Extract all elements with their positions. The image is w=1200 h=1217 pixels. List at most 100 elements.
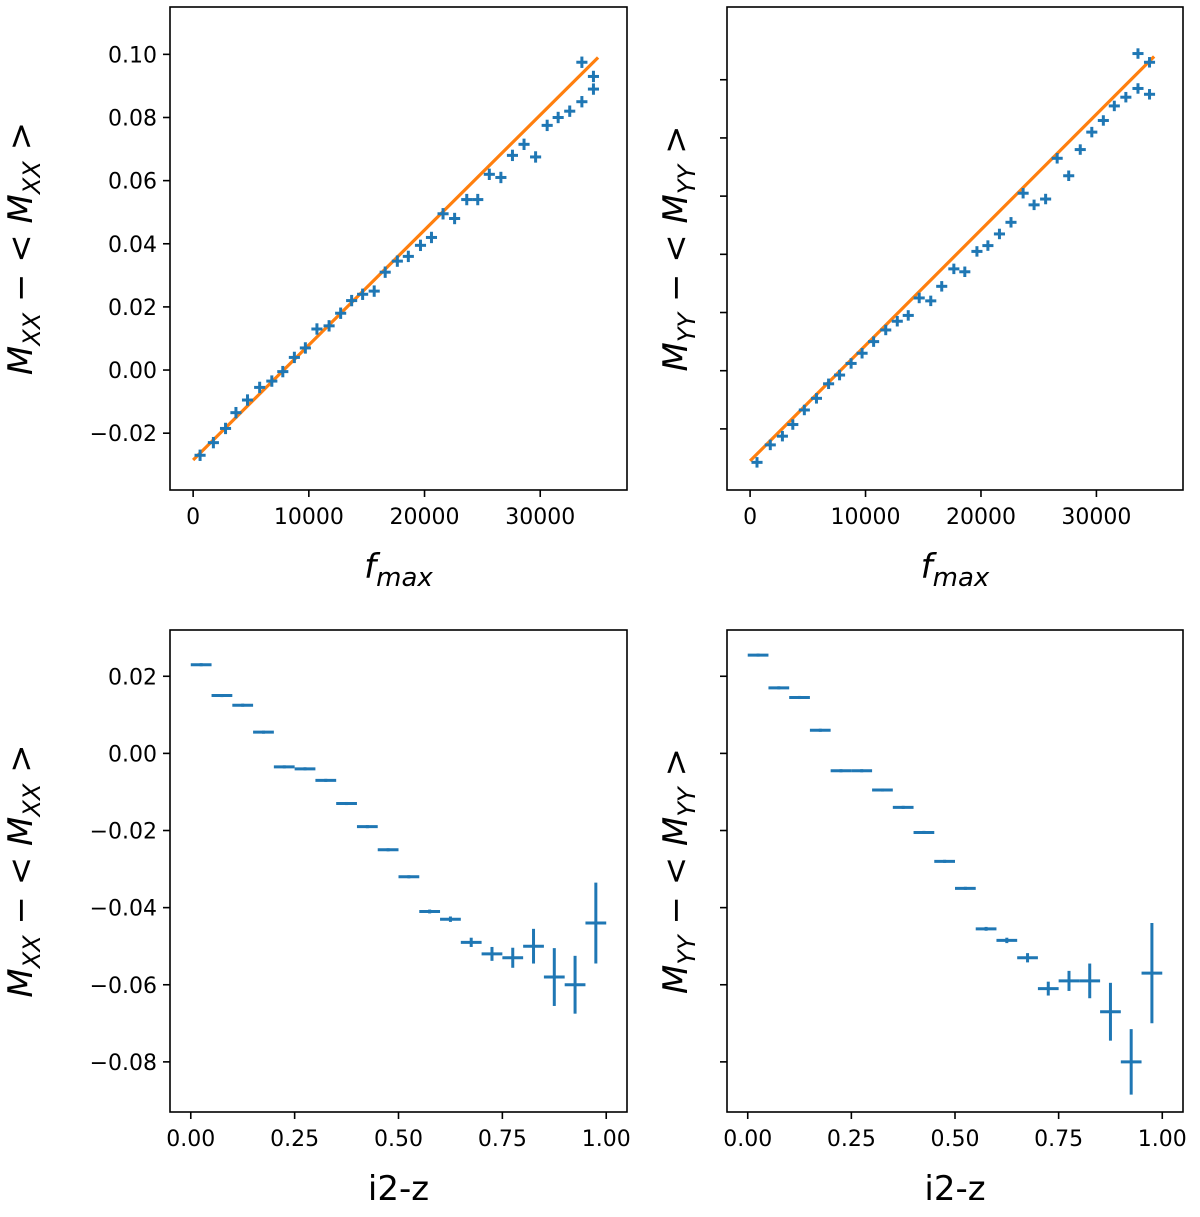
data-point xyxy=(294,767,316,771)
data-point xyxy=(564,955,586,1014)
data-point xyxy=(948,263,960,275)
data-point xyxy=(872,788,893,792)
data-point xyxy=(1079,963,1101,999)
data-point xyxy=(809,728,831,732)
data-point xyxy=(207,436,219,449)
data-point xyxy=(232,703,254,707)
x-tick-label: 0.00 xyxy=(166,1127,215,1152)
data-point xyxy=(230,406,242,419)
data-point xyxy=(241,394,254,406)
data-point xyxy=(523,928,544,964)
data-point xyxy=(437,208,449,220)
data-point xyxy=(299,342,311,354)
data-point xyxy=(1063,170,1075,181)
data-point xyxy=(747,653,769,657)
data-point xyxy=(402,250,414,263)
data-point xyxy=(288,351,300,364)
data-point xyxy=(902,310,914,321)
data-point xyxy=(1051,153,1063,164)
data-point xyxy=(891,316,903,327)
data-point xyxy=(1120,91,1132,103)
x-axis-label: i2-z xyxy=(368,1169,429,1209)
data-point xyxy=(481,946,503,961)
data-point xyxy=(993,228,1005,240)
data-point xyxy=(530,151,542,163)
data-point xyxy=(483,168,495,180)
fit-line xyxy=(748,55,1156,463)
data-point xyxy=(959,266,971,278)
data-point xyxy=(461,193,473,206)
x-tick-label: 10000 xyxy=(274,505,344,530)
x-tick-label: 10000 xyxy=(831,505,901,530)
data-point xyxy=(913,830,935,834)
x-tick-label: 30000 xyxy=(505,505,575,530)
data-point xyxy=(543,948,565,1006)
data-point xyxy=(315,778,337,782)
data-point xyxy=(518,138,530,151)
data-point xyxy=(955,886,976,890)
data-point xyxy=(460,937,482,947)
y-axis-label: MYY − < MYY > xyxy=(656,748,701,994)
data-point xyxy=(254,381,266,394)
x-tick-label: 0.75 xyxy=(478,1127,527,1152)
data-point xyxy=(1097,115,1109,126)
data-point xyxy=(1132,83,1144,94)
data-point xyxy=(506,149,519,162)
y-tick-label: 0.00 xyxy=(108,359,157,384)
data-point xyxy=(346,294,358,307)
axes-frame xyxy=(169,6,628,491)
data-point xyxy=(768,686,790,690)
data-point xyxy=(552,111,564,124)
data-point xyxy=(892,805,914,809)
data-point xyxy=(971,246,983,257)
data-point xyxy=(880,324,892,336)
x-tick-label: 0.50 xyxy=(374,1127,423,1152)
data-point xyxy=(845,358,857,369)
data-point xyxy=(1028,199,1040,211)
panel-bottom-right: 0.00 0.25 0.50 0.75 1.00 i2-z MYY − < MYY > xyxy=(656,629,1187,1209)
y-tick-label: 0.08 xyxy=(108,106,157,131)
data-point xyxy=(357,288,369,300)
data-point xyxy=(449,212,461,225)
y-tick-label: −0.06 xyxy=(90,974,157,999)
data-point xyxy=(414,239,427,252)
data-point xyxy=(585,882,607,964)
data-point xyxy=(377,848,399,852)
y-tick-label: 0.00 xyxy=(108,742,157,767)
data-point xyxy=(1040,193,1052,205)
data-point xyxy=(419,909,441,914)
data-point xyxy=(440,916,461,922)
x-tick-label: 1.00 xyxy=(582,1127,631,1152)
data-point xyxy=(830,769,852,773)
data-point xyxy=(253,730,274,734)
data-point xyxy=(810,393,823,404)
data-point xyxy=(1100,982,1121,1041)
data-point xyxy=(576,96,588,108)
data-point xyxy=(273,765,295,769)
data-point xyxy=(541,119,553,132)
data-point xyxy=(190,663,212,667)
x-tick-label: 0.50 xyxy=(931,1127,980,1152)
data-point xyxy=(391,255,403,267)
y-tick-label: 0.04 xyxy=(108,233,157,258)
data-point xyxy=(472,193,484,206)
data-point xyxy=(834,369,846,381)
data-point xyxy=(502,947,524,968)
data-point xyxy=(336,801,357,806)
data-point xyxy=(368,285,380,297)
y-tick-label: 0.10 xyxy=(108,43,157,68)
data-point xyxy=(323,320,335,332)
panel-top-left: 0 10000 20000 30000 −0.02 0.00 0.02 0.04 0.06 0.0… xyxy=(1,6,628,593)
data-point xyxy=(576,56,588,68)
panel-bottom-left: 0.00 0.25 0.50 0.75 1.00 −0.08 −0.06 −0.04 −0.02… xyxy=(1,629,631,1209)
axes-frame xyxy=(726,6,1184,491)
data-point xyxy=(564,105,576,117)
y-tick-label: −0.04 xyxy=(90,897,157,922)
y-axis-label: MXX − < MXX > xyxy=(1,122,46,375)
x-tick-label: 0.00 xyxy=(723,1127,772,1152)
data-point xyxy=(379,266,391,278)
data-point xyxy=(1017,187,1029,199)
data-point xyxy=(219,422,232,435)
x-axis-label: fmax xyxy=(364,547,433,593)
data-point xyxy=(1141,923,1163,1024)
